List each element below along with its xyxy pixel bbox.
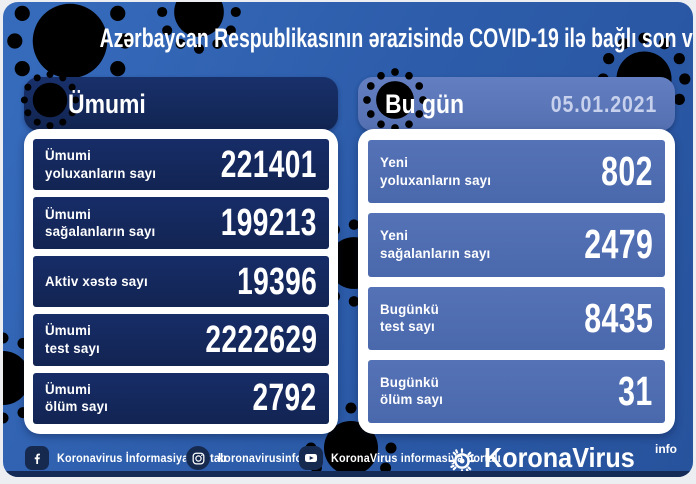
left-panel-title: Ümumi xyxy=(68,88,146,119)
facebook-link[interactable]: Koronavirus İnformasiya Portalı xyxy=(25,446,245,470)
date-label: 05.01.2021 xyxy=(550,90,657,117)
page-title: Azərbaycan Respublikasının ərazisində CO… xyxy=(99,23,693,53)
stat-value: 802 xyxy=(601,148,653,195)
stat-label: Ümumi yoluxanların sayı xyxy=(45,147,157,181)
stat-row-active-cases: Aktiv xəstə sayı 19396 xyxy=(33,255,329,308)
youtube-icon xyxy=(299,446,323,470)
right-panel-header: Bu gün 05.01.2021 xyxy=(358,77,675,131)
brand-name: KoronaVirus xyxy=(484,442,636,473)
stat-row-today-deaths: Bugünkü ölüm sayı 31 xyxy=(368,359,665,423)
stat-label: Bugünkü test sayı xyxy=(380,300,439,335)
koronavirus-info-logo: KoronaVirus info xyxy=(447,442,677,476)
facebook-icon xyxy=(25,446,49,470)
stat-value: 2479 xyxy=(584,221,653,268)
totals-card: Ümumi yoluxanların sayı 221401 Ümumi sağal… xyxy=(24,129,338,434)
stat-row-new-recovered: Yeni sağalanların sayı 2479 xyxy=(368,213,665,277)
today-card: Yeni yoluxanların sayı 802 Yeni sağalanlar… xyxy=(358,129,675,434)
stat-label: Ümumi test sayı xyxy=(45,322,100,356)
instagram-icon xyxy=(186,446,210,470)
facebook-handle: Koronavirus İnformasiya Portalı xyxy=(57,451,227,465)
stat-row-total-recovered: Ümumi sağalanların sayı 199213 xyxy=(33,197,329,249)
stat-value: 2792 xyxy=(252,377,317,420)
stat-row-total-deaths: Ümumi ölüm sayı 2792 xyxy=(33,372,329,425)
instagram-link[interactable]: koronavirusinfoaz xyxy=(186,446,325,470)
stat-value: 199213 xyxy=(220,202,317,245)
stat-row-new-infections: Yeni yoluxanların sayı 802 xyxy=(368,140,665,204)
stat-value: 2222629 xyxy=(204,318,317,361)
right-panel-title: Bu gün xyxy=(385,88,465,119)
stat-label: Yeni sağalanların sayı xyxy=(380,227,491,261)
stat-label: Aktiv xəstə sayı xyxy=(45,272,148,289)
stat-label: Ümumi ölüm sayı xyxy=(45,380,109,415)
brand-suffix: info xyxy=(655,442,677,456)
left-panel-header: Ümumi xyxy=(24,77,338,131)
infographic-canvas: Azərbaycan Respublikasının ərazisində CO… xyxy=(3,2,693,477)
stat-row-today-tests: Bugünkü test sayı 8435 xyxy=(368,286,665,350)
stat-row-total-tests: Ümumi test sayı 2222629 xyxy=(33,314,329,366)
stat-value: 8435 xyxy=(584,294,653,341)
stat-label: Yeni yoluxanların sayı xyxy=(380,154,492,188)
stat-value: 31 xyxy=(618,367,653,414)
stat-row-total-infections: Ümumi yoluxanların sayı 221401 xyxy=(33,139,329,191)
bottom-edge xyxy=(3,471,693,477)
stat-label: Ümumi sağalanların sayı xyxy=(45,205,156,240)
stat-label: Bugünkü ölüm sayı xyxy=(380,373,444,408)
stat-value: 19396 xyxy=(236,260,317,303)
instagram-handle: koronavirusinfoaz xyxy=(218,451,315,465)
stat-value: 221401 xyxy=(220,143,317,186)
